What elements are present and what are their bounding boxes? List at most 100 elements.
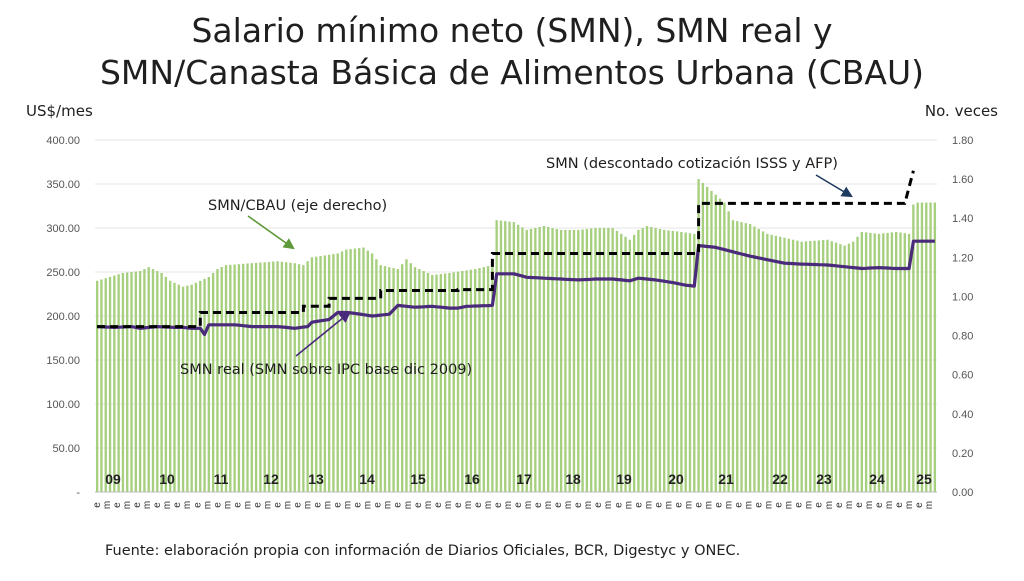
year-label: 12 bbox=[263, 471, 279, 487]
month-tick-label: m bbox=[583, 501, 594, 509]
cbau-bar bbox=[375, 259, 378, 492]
cbau-bar bbox=[392, 268, 395, 492]
cbau-bar bbox=[637, 229, 640, 492]
month-tick-label: m bbox=[443, 501, 454, 509]
cbau-bar bbox=[366, 250, 369, 492]
month-tick-label: e bbox=[333, 502, 344, 508]
cbau-bar bbox=[315, 256, 318, 492]
year-label: 09 bbox=[105, 471, 121, 487]
cbau-bar bbox=[753, 226, 756, 493]
cbau-bar bbox=[813, 240, 816, 492]
year-label: 21 bbox=[718, 471, 734, 487]
cbau-bar bbox=[877, 233, 881, 492]
cbau-bar bbox=[929, 202, 932, 493]
month-tick-label: m bbox=[904, 501, 915, 509]
year-label: 10 bbox=[159, 471, 175, 487]
series-lines bbox=[97, 170, 935, 337]
cbau-bar bbox=[534, 228, 537, 492]
cbau-bar bbox=[113, 275, 116, 492]
month-tick-label: e bbox=[232, 502, 243, 508]
month-tick-label: e bbox=[814, 502, 825, 508]
cbau-bar bbox=[108, 276, 112, 492]
cbau-bar bbox=[654, 228, 657, 492]
cbau-bar bbox=[821, 240, 825, 492]
cbau-bar bbox=[611, 228, 614, 492]
cbau-bar bbox=[151, 269, 155, 492]
cbau-bar bbox=[486, 266, 490, 492]
cbau-bar bbox=[723, 202, 726, 493]
month-tick-label: e bbox=[673, 502, 684, 508]
month-tick-label: e bbox=[734, 502, 745, 508]
month-tick-label: m bbox=[724, 501, 735, 509]
year-label: 25 bbox=[916, 471, 932, 487]
cbau-bar bbox=[495, 220, 498, 492]
month-tick-label: m bbox=[744, 501, 755, 509]
cbau-bar bbox=[199, 280, 202, 492]
cbau-bar bbox=[843, 245, 846, 492]
month-tick-label: e bbox=[914, 502, 925, 508]
cbau-bar bbox=[323, 255, 327, 492]
cbau-bar bbox=[465, 270, 468, 492]
month-tick-label: e bbox=[212, 502, 223, 508]
annotations: SMN/CBAU (eje derecho) SMN (descontado c… bbox=[180, 156, 853, 378]
year-label: 16 bbox=[464, 471, 480, 487]
cbau-bar bbox=[933, 202, 937, 493]
cbau-bar bbox=[800, 241, 803, 492]
smn-dashed-line bbox=[97, 170, 915, 329]
month-tick-label: m bbox=[523, 501, 534, 509]
cbau-bar bbox=[242, 263, 245, 492]
cbau-bar bbox=[671, 230, 674, 492]
cbau-bar bbox=[306, 261, 309, 492]
month-tick-label: m bbox=[323, 501, 334, 509]
month-tick-label: e bbox=[293, 502, 304, 508]
cbau-bar bbox=[431, 274, 434, 492]
cbau-bar bbox=[297, 264, 301, 492]
month-tick-label: m bbox=[663, 501, 674, 509]
month-tick-label: m bbox=[623, 501, 634, 509]
smn-real-annotation: SMN real (SMN sobre IPC base dic 2009) bbox=[180, 362, 472, 378]
cbau-bar bbox=[697, 179, 700, 492]
cbau-bar bbox=[246, 263, 249, 492]
cbau-bar bbox=[714, 194, 717, 492]
cbau-bar bbox=[250, 263, 253, 492]
cbau-bar bbox=[100, 279, 103, 492]
cbau-bar bbox=[491, 265, 494, 492]
cbau-bar bbox=[693, 233, 696, 492]
month-tick-label: e bbox=[152, 502, 163, 508]
cbau-bar bbox=[439, 273, 443, 492]
cbau-bar bbox=[284, 262, 288, 492]
cbau-bar bbox=[770, 234, 773, 492]
month-tick-label: m bbox=[403, 501, 414, 509]
cbau-bar bbox=[705, 186, 709, 492]
month-tick-label: m bbox=[643, 501, 654, 509]
cbau-bar bbox=[482, 267, 485, 492]
cbau-bar bbox=[203, 278, 206, 492]
cbau-bar bbox=[469, 269, 473, 492]
month-tick-label: e bbox=[774, 502, 785, 508]
cbau-bar bbox=[237, 264, 241, 492]
cbau-bar bbox=[211, 272, 215, 492]
cbau-bar bbox=[370, 253, 374, 492]
month-tick-label: m bbox=[764, 501, 775, 509]
cbau-bar bbox=[602, 228, 606, 492]
month-tick-label: m bbox=[242, 501, 253, 509]
cbau-bar bbox=[448, 272, 451, 492]
cbau-bar bbox=[529, 228, 533, 492]
year-label: 19 bbox=[616, 471, 632, 487]
right-tick-label: 1.20 bbox=[952, 252, 973, 264]
month-tick-label: e bbox=[92, 502, 103, 508]
cbau-bar bbox=[117, 274, 120, 492]
cbau-bar bbox=[736, 221, 739, 492]
month-tick-label: m bbox=[603, 501, 614, 509]
right-tick-label: 1.00 bbox=[952, 291, 973, 303]
cbau-bar bbox=[594, 228, 597, 492]
cbau-bar bbox=[572, 229, 576, 492]
right-tick-label: 0.40 bbox=[952, 409, 973, 421]
month-tick-label: m bbox=[704, 501, 715, 509]
cbau-bar bbox=[478, 268, 481, 492]
cbau-bar bbox=[104, 278, 107, 492]
smn-annotation: SMN (descontado cotización ISSS y AFP) bbox=[546, 156, 838, 172]
cbau-bar bbox=[787, 238, 790, 492]
year-label: 11 bbox=[214, 471, 229, 487]
month-tick-label: e bbox=[192, 502, 203, 508]
